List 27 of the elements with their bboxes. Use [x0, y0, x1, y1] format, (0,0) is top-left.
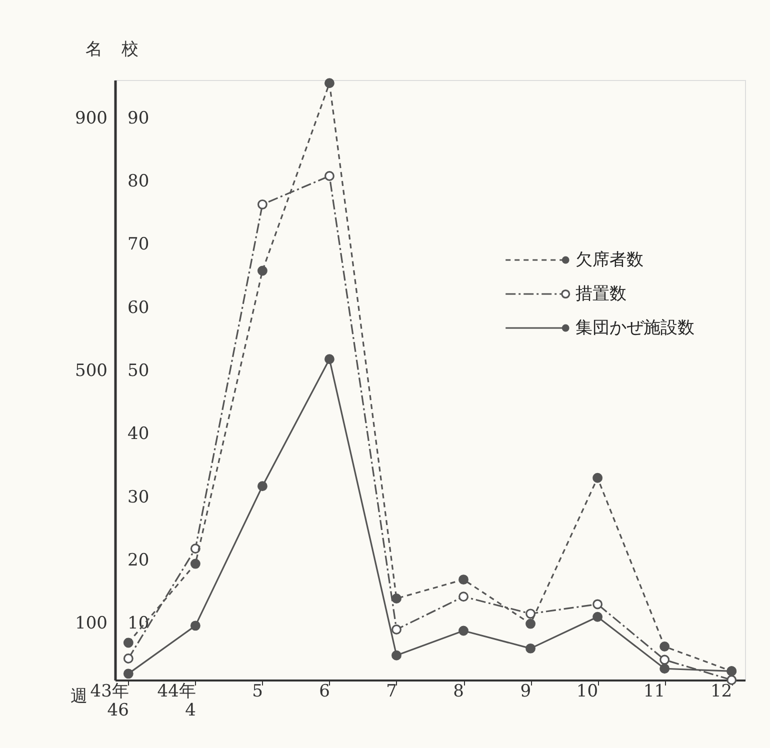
y2-tick-label: 900 — [75, 108, 108, 128]
x-tick-label: 9 — [520, 682, 532, 702]
x-tick-label: 6 — [319, 682, 330, 702]
x-tick-label: 10 — [576, 682, 598, 702]
legend-label: 集団かぜ施設数 — [576, 318, 695, 338]
y-tick-label: 80 — [128, 172, 150, 192]
x-tick-label: 8 — [453, 682, 464, 702]
legend-label: 措置数 — [576, 284, 627, 304]
legend-label: 欠席者数 — [576, 250, 644, 270]
x-tick-label: 5 — [252, 682, 263, 702]
y-tick-label: 50 — [128, 361, 150, 382]
y-tick-label: 70 — [128, 234, 150, 255]
x-tick-label: 7 — [386, 682, 397, 702]
x-axis-title: 週 — [70, 686, 88, 706]
x-tick-label: 11 — [643, 682, 666, 702]
y-tick-label: 40 — [128, 424, 150, 444]
y-tick-label: 60 — [128, 298, 150, 318]
y-tick-label: 30 — [128, 487, 150, 508]
y-tick-label: 90 — [128, 108, 150, 128]
y-axis-title: 校 — [120, 40, 138, 60]
x-tick-label: 43年 46 — [90, 682, 129, 720]
y-tick-label: 20 — [128, 550, 150, 570]
x-tick-label: 12 — [710, 682, 732, 702]
x-tick-label: 44年 4 — [157, 682, 196, 720]
y2-tick-label: 500 — [75, 361, 108, 382]
y2-tick-label: 100 — [75, 614, 108, 634]
y2-axis-title: 名 — [86, 40, 102, 60]
